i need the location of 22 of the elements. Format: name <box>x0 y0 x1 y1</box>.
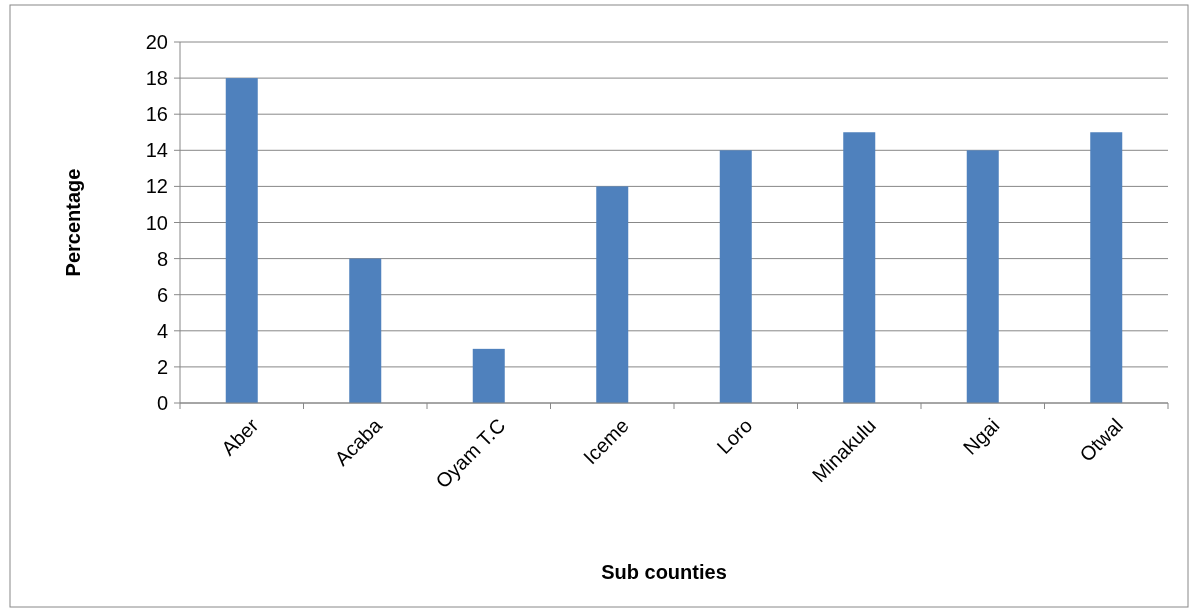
y-tick-label: 8 <box>156 247 168 270</box>
y-tick-label: 6 <box>156 283 168 306</box>
y-tick-label: 18 <box>145 67 168 90</box>
bar <box>966 150 999 403</box>
bar <box>843 132 876 403</box>
y-tick-label: 14 <box>145 139 168 162</box>
x-tick-label: Loro <box>712 414 757 459</box>
bar <box>472 348 505 403</box>
y-tick-label: 12 <box>145 175 168 198</box>
bar <box>596 186 629 403</box>
y-tick-label: 0 <box>156 392 168 414</box>
y-tick-label: 20 <box>145 31 168 53</box>
y-tick-label: 10 <box>145 211 168 234</box>
bar <box>719 150 752 403</box>
bar <box>1090 132 1123 403</box>
x-axis-title: Sub counties <box>601 561 727 583</box>
bar <box>349 258 382 403</box>
y-tick-label: 4 <box>156 319 168 342</box>
bar <box>225 78 258 403</box>
y-tick-label: 2 <box>156 355 168 378</box>
y-axis-title: Percentage <box>62 168 84 277</box>
y-tick-label: 16 <box>145 103 168 126</box>
